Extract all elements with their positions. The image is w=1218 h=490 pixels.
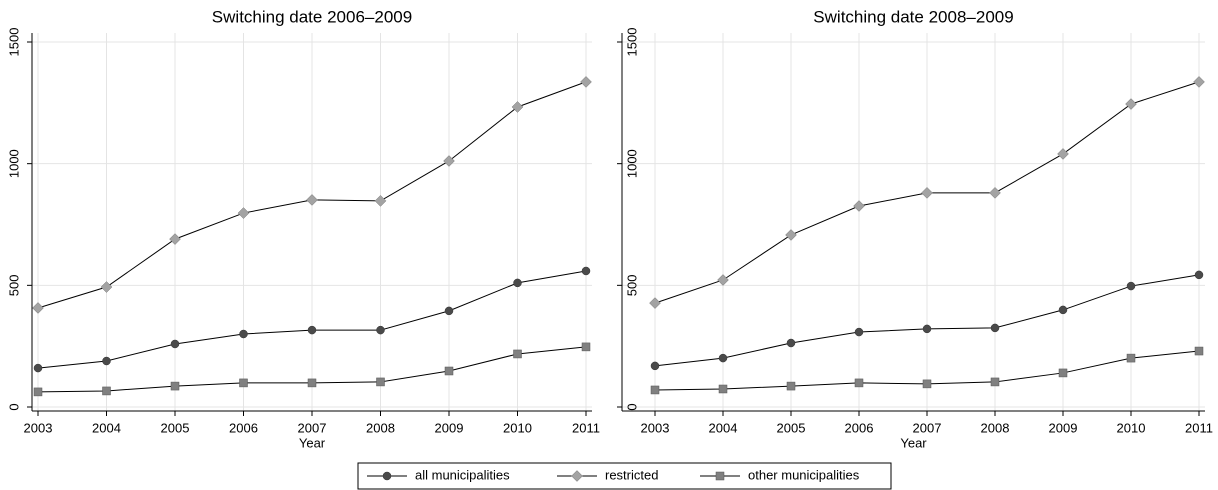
y-tick-label: 1000 bbox=[6, 149, 21, 178]
point bbox=[921, 187, 933, 199]
point bbox=[1194, 270, 1204, 280]
x-tick-label: 2008 bbox=[981, 420, 1010, 435]
x-tick-label: 2011 bbox=[1185, 420, 1213, 435]
point bbox=[170, 339, 180, 349]
point bbox=[717, 274, 729, 286]
x-axis-label: Year bbox=[299, 435, 326, 450]
x-tick-label: 2003 bbox=[24, 420, 53, 435]
x-tick-label: 2005 bbox=[777, 420, 806, 435]
point bbox=[513, 349, 522, 359]
legend-label: other municipalities bbox=[748, 467, 860, 482]
x-tick-label: 2010 bbox=[1117, 420, 1146, 435]
y-tick-label: 500 bbox=[6, 274, 21, 296]
point bbox=[581, 342, 591, 352]
point bbox=[33, 387, 43, 397]
x-tick-label: 2003 bbox=[641, 420, 670, 435]
point bbox=[990, 323, 1000, 333]
point bbox=[237, 207, 250, 219]
point bbox=[922, 379, 932, 389]
x-tick-label: 2006 bbox=[845, 420, 874, 435]
point bbox=[853, 200, 865, 212]
chart-title: Switching date 2008–2009 bbox=[813, 7, 1013, 26]
x-tick-label: 2004 bbox=[92, 420, 121, 435]
point bbox=[1126, 353, 1136, 363]
point bbox=[32, 302, 44, 314]
point bbox=[1193, 76, 1205, 88]
legend-box bbox=[357, 462, 892, 490]
x-tick-label: 2007 bbox=[913, 420, 942, 435]
x-tick-label: 2004 bbox=[709, 420, 738, 435]
y-tick-label: 1000 bbox=[624, 149, 639, 178]
legend-label: restricted bbox=[605, 467, 658, 482]
point bbox=[989, 187, 1001, 199]
point bbox=[785, 229, 797, 241]
point bbox=[444, 366, 454, 376]
legend-marker bbox=[571, 470, 583, 482]
point bbox=[513, 278, 522, 288]
point bbox=[922, 324, 932, 334]
point bbox=[854, 327, 864, 337]
point bbox=[1194, 346, 1204, 356]
point bbox=[374, 195, 387, 207]
point bbox=[1057, 148, 1069, 160]
point bbox=[718, 353, 728, 363]
point bbox=[990, 377, 1000, 387]
point bbox=[786, 381, 796, 391]
legend-label: all municipalities bbox=[415, 467, 510, 482]
x-tick-label: 2007 bbox=[298, 420, 327, 435]
point bbox=[1058, 368, 1068, 378]
y-tick-label: 1500 bbox=[6, 28, 21, 57]
point bbox=[102, 386, 111, 396]
point bbox=[511, 101, 524, 113]
point bbox=[649, 297, 661, 309]
point bbox=[170, 381, 180, 391]
point bbox=[443, 155, 455, 167]
point bbox=[239, 378, 248, 388]
legend-marker bbox=[715, 471, 725, 481]
x-tick-label: 2008 bbox=[366, 420, 395, 435]
point bbox=[444, 306, 454, 316]
x-axis-label: Year bbox=[900, 435, 927, 450]
point bbox=[786, 338, 796, 348]
point bbox=[239, 329, 248, 339]
point bbox=[581, 266, 591, 276]
point bbox=[102, 356, 111, 366]
y-tick-label: 0 bbox=[6, 403, 21, 410]
point bbox=[854, 378, 864, 388]
y-tick-label: 1500 bbox=[624, 28, 639, 57]
y-tick-label: 500 bbox=[624, 274, 639, 296]
x-tick-label: 2010 bbox=[503, 420, 532, 435]
point bbox=[580, 76, 592, 88]
point bbox=[1058, 305, 1068, 315]
x-tick-label: 2011 bbox=[572, 420, 600, 435]
plot-area bbox=[622, 33, 1205, 411]
legend-marker bbox=[382, 471, 392, 481]
point bbox=[100, 281, 113, 293]
point bbox=[169, 233, 181, 245]
x-tick-label: 2009 bbox=[1049, 420, 1078, 435]
x-tick-label: 2006 bbox=[229, 420, 258, 435]
point bbox=[650, 361, 660, 371]
point bbox=[376, 325, 385, 335]
point bbox=[33, 363, 43, 373]
x-tick-label: 2005 bbox=[161, 420, 190, 435]
y-tick-label: 0 bbox=[624, 403, 639, 410]
x-tick-label: 2009 bbox=[435, 420, 464, 435]
point bbox=[718, 384, 728, 394]
point bbox=[376, 377, 385, 387]
chart-title: Switching date 2006–2009 bbox=[212, 7, 412, 26]
point bbox=[1125, 98, 1137, 110]
legend: all municipalities restricted other munici… bbox=[357, 462, 892, 490]
point bbox=[307, 378, 317, 388]
point bbox=[650, 385, 660, 395]
point bbox=[1126, 281, 1136, 291]
point bbox=[307, 325, 317, 335]
point bbox=[306, 194, 318, 206]
